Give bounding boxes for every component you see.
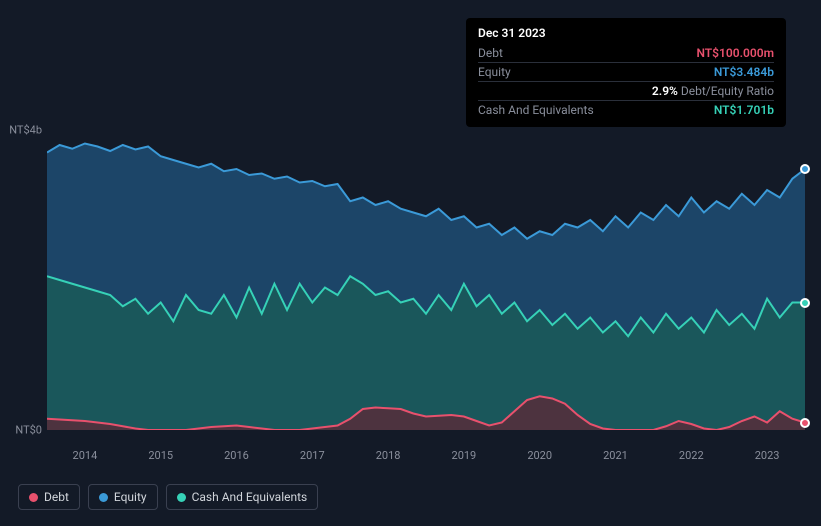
x-axis-labels: 2014 2015 2016 2017 2018 2019 2020 2021 2022 2023 <box>47 449 805 462</box>
tooltip-row-label: Debt <box>478 46 503 60</box>
y-axis-label: NT$0 <box>15 424 42 437</box>
tooltip-row: Cash And Equivalents NT$1.701b <box>478 100 774 119</box>
tooltip-row: 2.9% Debt/Equity Ratio <box>478 81 774 100</box>
legend-swatch <box>99 493 108 502</box>
chart-tooltip: Dec 31 2023 Debt NT$100.000m Equity NT$3.48… <box>466 18 786 127</box>
x-axis-label: 2018 <box>376 449 401 462</box>
x-axis-label: 2021 <box>603 449 628 462</box>
tooltip-row-value: NT$100.000m <box>696 46 774 60</box>
series-marker <box>800 418 810 428</box>
y-axis-label: NT$4b <box>9 124 42 137</box>
tooltip-row-value: NT$3.484b <box>714 65 774 79</box>
tooltip-row: Debt NT$100.000m <box>478 44 774 62</box>
series-marker <box>800 298 810 308</box>
x-axis-label: 2020 <box>527 449 552 462</box>
tooltip-row-value: 2.9% Debt/Equity Ratio <box>652 84 774 98</box>
legend-item-cash-and-equivalents[interactable]: Cash And Equivalents <box>166 484 319 510</box>
x-axis-label: 2015 <box>148 449 173 462</box>
legend-label: Cash And Equivalents <box>192 490 308 504</box>
tooltip-row-value: NT$1.701b <box>714 103 774 117</box>
chart-plot-area <box>47 130 805 430</box>
x-axis-label: 2014 <box>73 449 98 462</box>
legend-swatch <box>177 493 186 502</box>
legend-label: Equity <box>114 490 147 504</box>
chart-legend: Debt Equity Cash And Equivalents <box>18 484 318 510</box>
tooltip-row: Equity NT$3.484b <box>478 62 774 81</box>
tooltip-date: Dec 31 2023 <box>478 26 774 44</box>
x-axis-label: 2019 <box>452 449 477 462</box>
legend-label: Debt <box>44 490 69 504</box>
x-axis-label: 2022 <box>679 449 704 462</box>
legend-item-debt[interactable]: Debt <box>18 484 80 510</box>
x-axis-label: 2016 <box>224 449 249 462</box>
legend-swatch <box>29 493 38 502</box>
tooltip-row-label: Cash And Equivalents <box>478 103 594 117</box>
series-marker <box>800 164 810 174</box>
legend-item-equity[interactable]: Equity <box>88 484 158 510</box>
x-axis-label: 2023 <box>755 449 780 462</box>
x-axis-label: 2017 <box>300 449 325 462</box>
area-chart <box>47 130 805 430</box>
tooltip-row-label: Equity <box>478 65 511 79</box>
